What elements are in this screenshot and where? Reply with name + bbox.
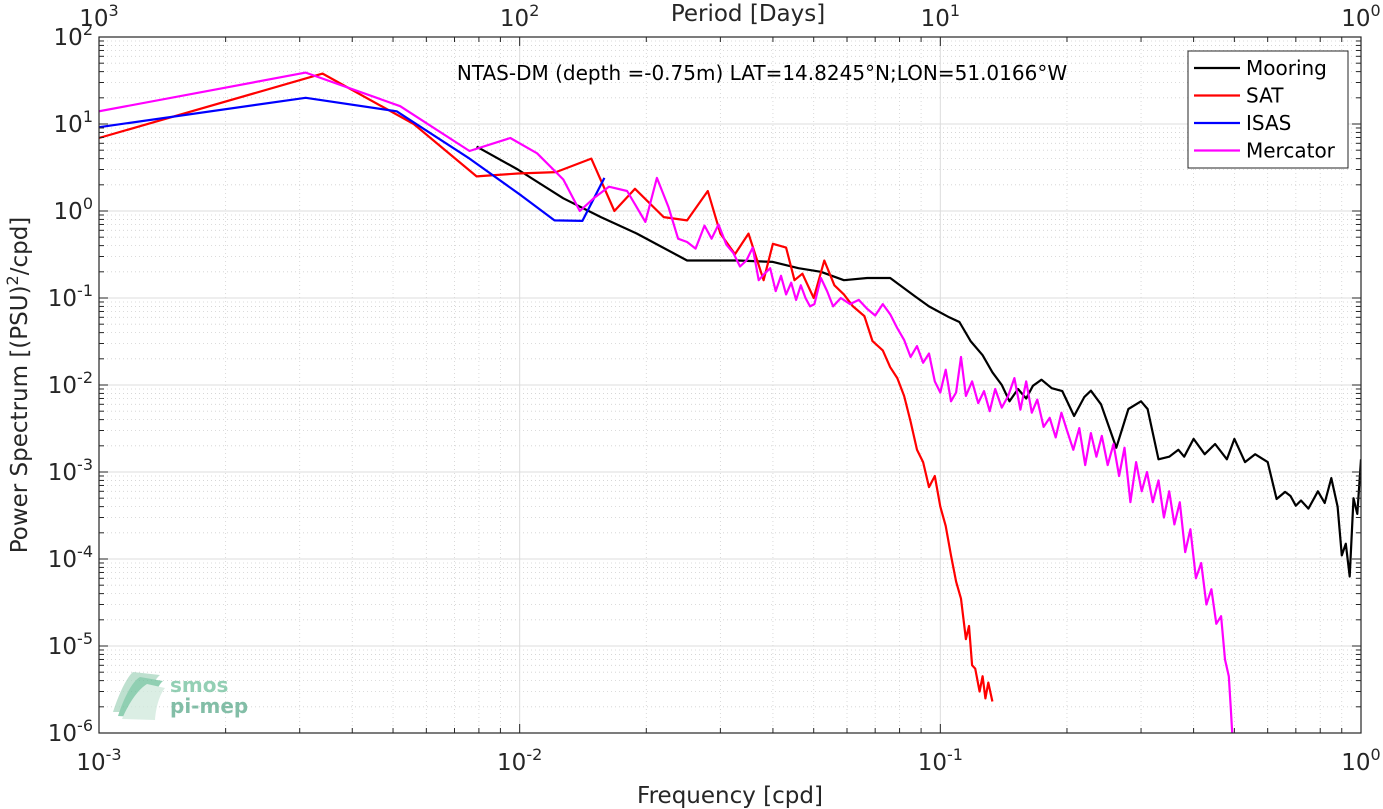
y-axis-label: Power Spectrum [(PSU)2/cpd] bbox=[3, 217, 33, 554]
logo-waves-icon bbox=[113, 672, 165, 720]
y-tick-label: 10-1 bbox=[48, 281, 93, 312]
top-x-axis-label: Period [Days] bbox=[671, 1, 825, 27]
x-tick-label: 10-2 bbox=[497, 745, 542, 776]
series-line-isas bbox=[99, 96, 606, 222]
x-tick-label: 10-1 bbox=[918, 745, 963, 776]
chart-title: NTAS-DM (depth =-0.75m) LAT=14.8245°N;LO… bbox=[457, 61, 1067, 85]
major-grid bbox=[98, 36, 1362, 734]
series-line-mercator bbox=[99, 71, 1234, 733]
top-x-tick-label: 100 bbox=[1341, 1, 1380, 32]
logo-text-smos: smos bbox=[170, 673, 228, 697]
top-x-tick-labels: 103 102 101 100 bbox=[79, 1, 1380, 32]
y-tick-labels: 102 101 100 10-1 10-2 10-3 10-4 10-5 10-6 bbox=[48, 20, 93, 747]
y-tick-label: 10-4 bbox=[48, 542, 93, 573]
series-layer bbox=[99, 71, 1361, 733]
legend-label-sat: SAT bbox=[1246, 84, 1284, 108]
top-x-tick-label: 102 bbox=[500, 1, 539, 32]
x-tick-labels: 10-3 10-2 10-1 100 bbox=[76, 745, 1380, 776]
x-axis-label: Frequency [cpd] bbox=[637, 783, 823, 809]
y-tick-label: 100 bbox=[54, 194, 93, 225]
y-tick-label: 10-6 bbox=[48, 716, 93, 747]
series-line-mooring bbox=[476, 145, 1361, 578]
plot-area bbox=[99, 71, 1361, 733]
legend-label-mooring: Mooring bbox=[1246, 56, 1327, 80]
legend: Mooring SAT ISAS Mercator bbox=[1187, 50, 1349, 169]
y-tick-label: 10-5 bbox=[48, 629, 93, 660]
y-tick-label: 10-2 bbox=[48, 368, 93, 399]
y-tick-label: 10-3 bbox=[48, 455, 93, 486]
y-tick-label: 102 bbox=[54, 20, 93, 51]
top-x-tick-label: 101 bbox=[921, 1, 960, 32]
y-tick-label: 101 bbox=[54, 107, 93, 138]
logo-text-pi-mep: pi-mep bbox=[170, 694, 248, 718]
legend-label-isas: ISAS bbox=[1246, 111, 1291, 135]
series-line-sat bbox=[99, 72, 994, 702]
legend-label-mercator: Mercator bbox=[1246, 139, 1336, 163]
smos-pi-mep-logo: smos pi-mep bbox=[113, 672, 248, 720]
tick-marks bbox=[98, 36, 1362, 734]
x-tick-label: 10-3 bbox=[76, 745, 121, 776]
x-tick-label: 100 bbox=[1341, 745, 1380, 776]
top-x-tick-label: 103 bbox=[79, 1, 118, 32]
